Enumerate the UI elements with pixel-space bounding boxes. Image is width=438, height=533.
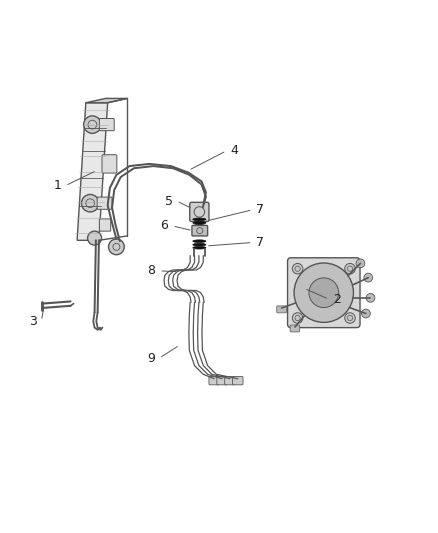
FancyBboxPatch shape: [99, 118, 114, 131]
Circle shape: [309, 278, 339, 308]
Text: 7: 7: [257, 203, 265, 216]
FancyBboxPatch shape: [97, 197, 112, 209]
Ellipse shape: [193, 224, 206, 227]
Circle shape: [84, 116, 101, 133]
Circle shape: [88, 231, 102, 245]
Text: 4: 4: [230, 144, 238, 157]
Ellipse shape: [193, 244, 206, 246]
Ellipse shape: [193, 240, 206, 243]
FancyBboxPatch shape: [192, 225, 208, 236]
Circle shape: [366, 294, 375, 302]
FancyBboxPatch shape: [290, 325, 300, 332]
Text: 2: 2: [333, 293, 341, 306]
Text: 9: 9: [148, 352, 155, 365]
Circle shape: [109, 239, 124, 255]
Text: 5: 5: [165, 195, 173, 207]
Ellipse shape: [193, 222, 206, 224]
FancyBboxPatch shape: [190, 203, 209, 222]
Ellipse shape: [193, 218, 206, 221]
FancyBboxPatch shape: [99, 219, 111, 231]
Circle shape: [345, 263, 355, 274]
Text: 1: 1: [53, 179, 61, 192]
Circle shape: [345, 313, 355, 323]
FancyBboxPatch shape: [277, 306, 286, 313]
FancyBboxPatch shape: [209, 376, 219, 385]
FancyBboxPatch shape: [102, 155, 117, 173]
Circle shape: [364, 273, 373, 282]
FancyBboxPatch shape: [233, 376, 243, 385]
FancyBboxPatch shape: [225, 376, 235, 385]
Circle shape: [81, 195, 99, 212]
FancyBboxPatch shape: [217, 376, 227, 385]
Text: 3: 3: [29, 314, 37, 328]
Text: 8: 8: [147, 264, 155, 277]
Text: 7: 7: [257, 236, 265, 249]
Polygon shape: [77, 103, 108, 240]
Circle shape: [361, 309, 370, 318]
FancyBboxPatch shape: [288, 258, 360, 328]
Circle shape: [356, 259, 365, 268]
Circle shape: [292, 313, 303, 323]
Text: 6: 6: [160, 220, 168, 232]
Circle shape: [294, 263, 353, 322]
Circle shape: [292, 263, 303, 274]
Polygon shape: [86, 99, 127, 103]
Ellipse shape: [193, 246, 206, 249]
